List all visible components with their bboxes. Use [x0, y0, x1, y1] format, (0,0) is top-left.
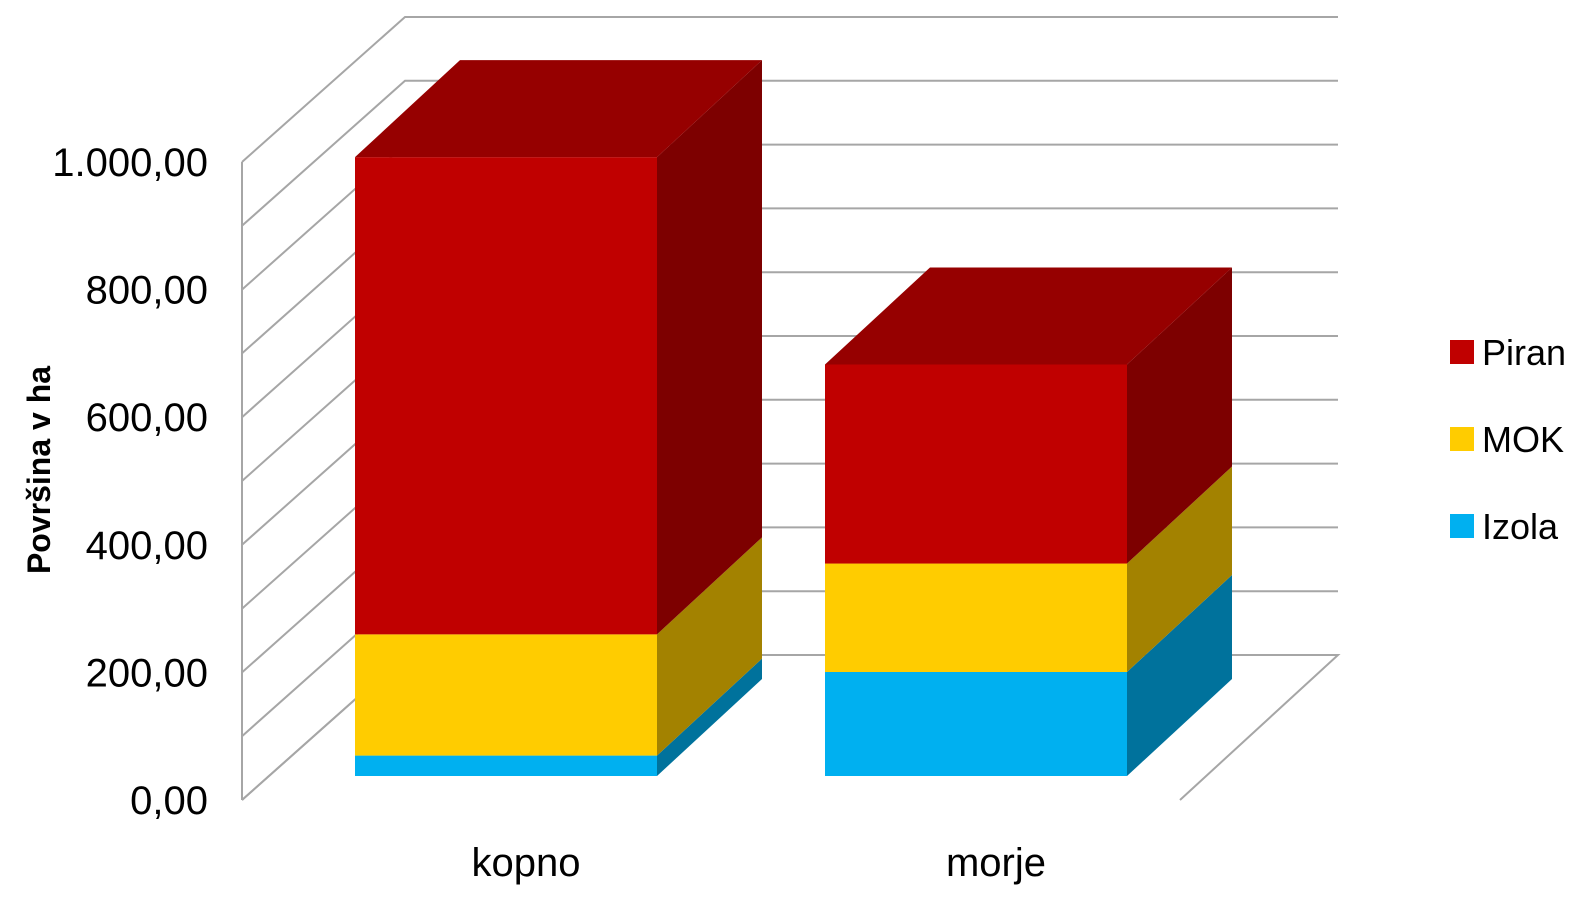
y-axis-title: Površina v ha	[21, 366, 57, 574]
legend-label-izola: Izola	[1482, 506, 1559, 547]
bar-segment-piran-morje	[825, 364, 1127, 564]
y-tick-label: 0,00	[130, 779, 208, 823]
legend-label-mok: MOK	[1482, 419, 1564, 460]
y-tick-label: 200,00	[86, 651, 208, 695]
bars	[355, 60, 1232, 776]
bar-segment-izola-morje	[825, 672, 1127, 776]
x-category-label: kopno	[472, 841, 581, 885]
gridline	[241, 79, 1338, 227]
y-tick-label: 800,00	[86, 269, 208, 313]
gridline	[241, 16, 1338, 163]
y-tick-label: 1.000,00	[52, 141, 208, 185]
x-category-label: morje	[946, 841, 1046, 885]
bar-side-izola-morje	[1127, 575, 1232, 776]
bar-side-piran-kopno	[657, 60, 762, 635]
y-axis-ticks: 0,00 200,00 400,00 600,00 800,00 1.000,00	[52, 141, 208, 823]
bar-segment-mok-morje	[825, 563, 1127, 673]
bar-side-mok-kopno	[657, 537, 762, 756]
bar-top-kopno	[355, 60, 762, 158]
bar-side-mok-morje	[1127, 466, 1232, 673]
bar-side-izola-kopno	[657, 658, 762, 776]
bar-segment-mok-kopno	[355, 634, 657, 756]
y-tick-label: 600,00	[86, 396, 208, 440]
legend-label-piran: Piran	[1482, 332, 1566, 373]
bar-top-morje	[825, 267, 1232, 365]
bar-segment-izola-kopno	[355, 755, 657, 776]
bar-side-piran-morje	[1127, 267, 1232, 564]
bar-segment-piran-kopno	[355, 157, 657, 635]
legend-swatch-piran	[1450, 340, 1474, 364]
legend-swatch-izola	[1450, 514, 1474, 538]
y-tick-label: 400,00	[86, 524, 208, 568]
x-axis-labels: kopno morje	[472, 841, 1047, 885]
legend: Piran MOK Izola	[1450, 332, 1566, 547]
legend-swatch-mok	[1450, 427, 1474, 451]
